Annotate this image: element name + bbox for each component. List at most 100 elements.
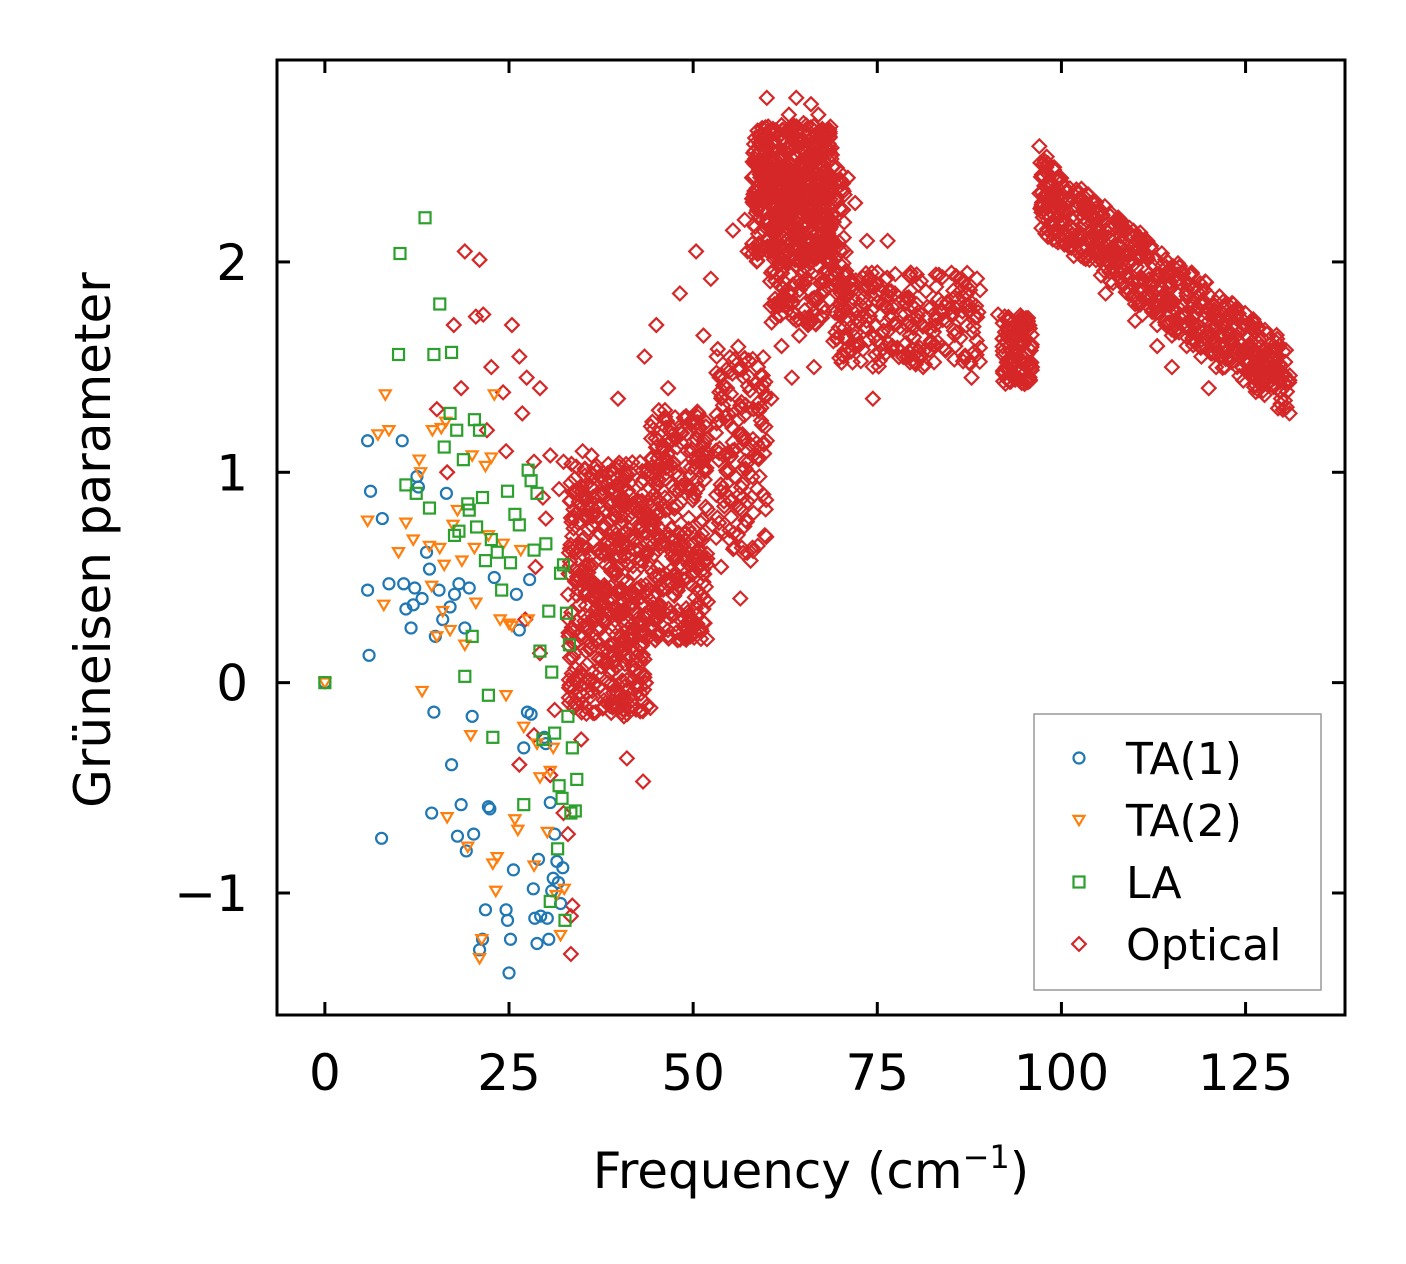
data-point-diamond [892,306,910,323]
optical-point [682,524,700,542]
optical-point [660,630,678,647]
series-ta1 [318,434,570,980]
data-point-square [391,347,406,362]
optical-point [752,412,770,430]
data-point-square [527,543,541,557]
data-point-triangle [510,824,526,838]
optical-point [599,455,617,473]
optical-point [844,289,861,307]
data-point-square [433,297,447,311]
data-point-circle [439,486,454,500]
optical-point [699,444,717,462]
optical-point [1246,375,1264,393]
data-point-square [456,453,470,467]
optical-point [1219,313,1237,331]
data-point-square [503,556,518,570]
data-point-diamond [868,264,886,281]
optical-point [835,229,853,247]
data-point-diamond [790,327,808,344]
optical-point [948,323,966,341]
data-point-diamond [1148,337,1166,355]
optical-point [1052,169,1070,187]
optical-point [652,577,670,595]
data-point-triangle [507,814,523,827]
optical-point [762,264,780,282]
optical-point [668,438,686,456]
data-point-diamond [503,316,521,334]
data-point-diamond [555,804,572,822]
optical-point [616,601,634,618]
optical-point [578,539,595,557]
optical-point [1191,318,1208,336]
data-point-square [558,913,572,927]
data-point-circle [408,581,422,595]
y-tick-label: 1 [216,444,248,502]
data-point-diamond [687,242,705,260]
data-point-triangle [472,952,487,966]
data-point-square [552,779,566,793]
data-point-triangle [553,929,568,943]
data-point-square [565,741,579,755]
y-tick-label: 0 [216,655,248,713]
optical-point [870,357,888,375]
optical-point [1020,357,1038,375]
data-point-square [508,507,522,521]
optical-point [933,338,951,356]
data-point-circle [459,844,473,858]
optical-point [580,632,598,650]
data-point-diamond [1215,337,1232,355]
data-point-diamond [467,308,485,326]
data-point-diamond [1281,367,1299,384]
data-point-triangle [556,883,572,897]
optical-point [563,513,581,531]
legend-label-ta2: TA(2) [1125,796,1242,847]
optical-point [721,492,739,510]
optical-point [649,541,667,559]
data-point-square [570,772,584,787]
data-point-diamond [456,242,474,260]
optical-point [749,537,767,555]
x-axis-label: Frequency (cm−1) [593,1138,1030,1200]
data-point-diamond [562,945,580,963]
data-point-diamond [846,194,864,212]
optical-point [808,146,826,163]
optical-point [1278,383,1296,401]
x-tick-label: 25 [477,1044,541,1102]
optical-point [832,171,849,189]
optical-point [577,705,595,723]
optical-point [647,583,665,601]
data-point-diamond [1002,348,1020,366]
data-point-triangle [526,860,542,874]
optical-point [790,119,808,137]
data-point-diamond [751,127,768,145]
optical-point [812,269,830,287]
data-point-square [524,474,538,488]
data-point-diamond [758,432,776,450]
data-point-triangle [513,544,529,558]
optical-point [583,516,600,534]
data-point-triangle [495,538,511,552]
data-point-diamond [746,190,764,208]
data-point-diamond [839,169,857,187]
optical-point [736,349,754,367]
data-point-circle [530,936,544,951]
data-point-diamond [659,379,677,397]
optical-point [597,686,614,704]
data-point-diamond [636,348,653,366]
optical-point [668,497,686,515]
optical-point [933,294,951,312]
optical-point [642,516,660,534]
optical-point [659,525,677,542]
optical-point [1274,401,1292,419]
optical-point [732,360,749,378]
optical-point [578,684,596,702]
optical-point [571,596,589,614]
data-point-diamond [1126,295,1144,313]
series-ta2 [317,389,572,966]
optical-point [1005,325,1023,343]
optical-point [830,233,848,251]
optical-point [798,120,815,138]
data-point-diamond [615,707,633,725]
data-point-diamond [1111,264,1129,281]
